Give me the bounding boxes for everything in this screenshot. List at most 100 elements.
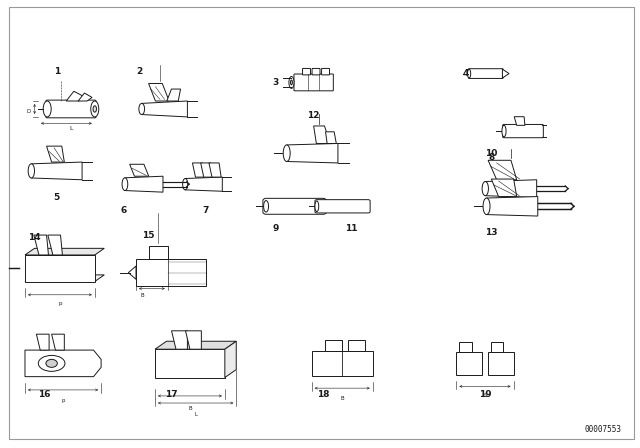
Text: 16: 16: [38, 390, 51, 399]
Polygon shape: [492, 179, 516, 197]
FancyBboxPatch shape: [491, 341, 503, 352]
Polygon shape: [287, 143, 338, 163]
Text: 1: 1: [54, 67, 60, 76]
FancyBboxPatch shape: [294, 74, 333, 91]
FancyBboxPatch shape: [303, 69, 310, 75]
Ellipse shape: [28, 164, 35, 178]
Polygon shape: [326, 132, 336, 143]
FancyBboxPatch shape: [312, 69, 320, 75]
Text: L: L: [194, 412, 197, 417]
Polygon shape: [201, 163, 213, 177]
Polygon shape: [148, 83, 169, 101]
Polygon shape: [66, 91, 84, 101]
FancyBboxPatch shape: [502, 125, 543, 138]
Polygon shape: [78, 93, 92, 101]
Polygon shape: [25, 350, 101, 377]
Text: 9: 9: [273, 224, 279, 233]
Text: 4: 4: [463, 69, 469, 78]
Text: 3: 3: [273, 78, 278, 87]
Ellipse shape: [139, 103, 145, 115]
Text: 19: 19: [479, 390, 492, 399]
Text: B: B: [141, 293, 144, 297]
Polygon shape: [52, 334, 64, 350]
Text: L: L: [69, 126, 73, 131]
Ellipse shape: [122, 178, 128, 190]
Text: B: B: [340, 396, 344, 401]
FancyBboxPatch shape: [263, 198, 326, 214]
Ellipse shape: [46, 359, 58, 367]
Text: 17: 17: [164, 390, 177, 399]
Polygon shape: [485, 180, 537, 198]
Text: 12: 12: [307, 111, 320, 120]
Text: 18: 18: [317, 390, 330, 399]
FancyBboxPatch shape: [315, 200, 370, 213]
Text: S: S: [483, 393, 486, 398]
Polygon shape: [34, 235, 49, 255]
Ellipse shape: [483, 198, 490, 215]
Polygon shape: [314, 126, 329, 143]
FancyBboxPatch shape: [456, 352, 482, 375]
Text: 11: 11: [346, 224, 358, 233]
Ellipse shape: [93, 106, 97, 112]
Polygon shape: [141, 101, 188, 117]
FancyBboxPatch shape: [468, 69, 503, 78]
Polygon shape: [125, 176, 163, 192]
Text: 10: 10: [485, 149, 497, 158]
Ellipse shape: [467, 69, 470, 78]
Polygon shape: [36, 334, 49, 350]
Text: 00007553: 00007553: [584, 425, 621, 434]
FancyBboxPatch shape: [459, 341, 472, 352]
Polygon shape: [502, 69, 509, 78]
Polygon shape: [48, 235, 63, 255]
Polygon shape: [148, 246, 168, 259]
FancyBboxPatch shape: [321, 69, 330, 75]
Ellipse shape: [284, 145, 290, 161]
Text: 14: 14: [28, 233, 41, 242]
Text: 7: 7: [203, 206, 209, 215]
Polygon shape: [31, 162, 82, 180]
Ellipse shape: [315, 201, 319, 211]
FancyBboxPatch shape: [46, 100, 96, 118]
FancyBboxPatch shape: [488, 352, 513, 375]
Polygon shape: [486, 197, 538, 216]
FancyBboxPatch shape: [348, 340, 365, 351]
Text: p: p: [61, 398, 65, 403]
Polygon shape: [129, 266, 136, 279]
Polygon shape: [167, 89, 180, 101]
Polygon shape: [25, 275, 104, 281]
Text: 13: 13: [485, 228, 497, 237]
Text: p: p: [58, 302, 61, 306]
Polygon shape: [185, 177, 222, 191]
Text: B: B: [188, 406, 192, 411]
Ellipse shape: [182, 178, 188, 190]
Polygon shape: [155, 341, 236, 349]
Polygon shape: [47, 146, 64, 162]
Polygon shape: [25, 255, 95, 281]
Polygon shape: [193, 163, 205, 177]
FancyBboxPatch shape: [136, 259, 206, 286]
Polygon shape: [209, 163, 221, 177]
Polygon shape: [155, 349, 225, 378]
Polygon shape: [130, 164, 148, 176]
Polygon shape: [172, 331, 188, 349]
FancyBboxPatch shape: [325, 340, 342, 351]
Ellipse shape: [264, 201, 269, 212]
Polygon shape: [25, 248, 104, 255]
Text: 6: 6: [120, 206, 127, 215]
Ellipse shape: [291, 80, 292, 85]
Text: 2: 2: [136, 67, 142, 76]
Ellipse shape: [289, 77, 294, 88]
Ellipse shape: [38, 355, 65, 371]
Polygon shape: [514, 117, 525, 125]
Ellipse shape: [482, 181, 488, 196]
Ellipse shape: [502, 125, 506, 137]
Text: 15: 15: [143, 231, 155, 240]
Ellipse shape: [91, 101, 99, 117]
FancyBboxPatch shape: [312, 351, 372, 376]
Text: D: D: [27, 109, 31, 114]
Polygon shape: [186, 331, 202, 349]
Text: 8: 8: [488, 153, 495, 162]
Polygon shape: [488, 160, 516, 180]
Ellipse shape: [43, 101, 51, 117]
Polygon shape: [225, 341, 236, 378]
